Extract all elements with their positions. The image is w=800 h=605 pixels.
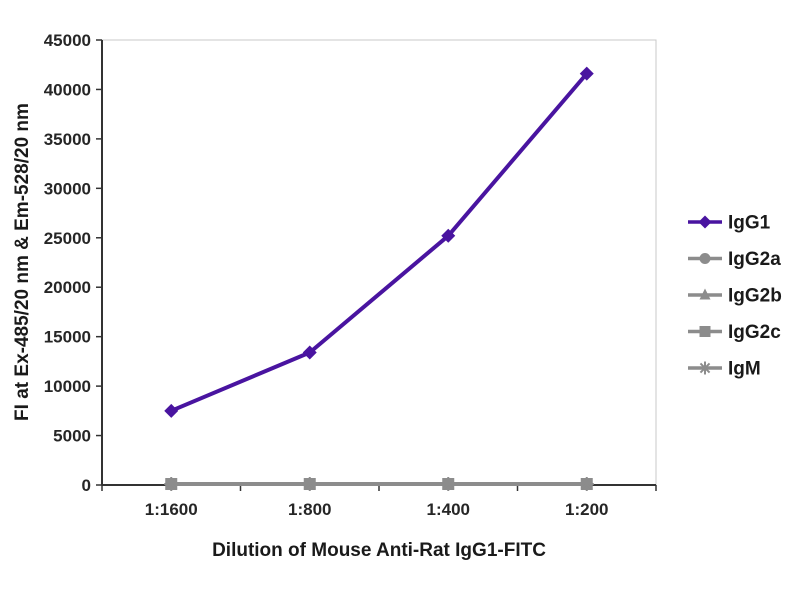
legend-item-IgG2a: IgG2a: [688, 249, 781, 270]
legend: IgG1 IgG2a IgG2b IgG2c IgM: [688, 213, 782, 380]
marker-IgM: [441, 477, 456, 492]
legend-label: IgM: [728, 359, 761, 380]
legend-item-IgG1: IgG1: [688, 213, 771, 234]
legend-marker-triangle: [699, 288, 711, 300]
legend-marker-diamond: [698, 215, 712, 229]
y-tick-label: 5000: [53, 427, 91, 446]
y-tick-label: 30000: [44, 179, 91, 198]
plot-area: 0 5000 10000 15000 20000 25000 30000 35000 40000…: [44, 31, 657, 519]
marker-IgG1: [579, 66, 594, 81]
y-tick-label: 20000: [44, 278, 91, 297]
x-axis-title: Dilution of Mouse Anti-Rat IgG1-FITC: [212, 540, 546, 561]
plot-border: [101, 39, 657, 486]
legend-label: IgG2c: [728, 322, 781, 343]
x-tick-label: 1:400: [427, 500, 470, 519]
marker-IgG1: [441, 228, 456, 243]
legend-marker-star: [698, 361, 712, 375]
y-tick-label: 40000: [44, 80, 91, 99]
marker-IgG1: [164, 403, 179, 418]
marker-IgM: [302, 477, 317, 492]
x-tick-label: 1:200: [565, 500, 608, 519]
legend-label: IgG2a: [728, 249, 781, 270]
legend-marker-square: [699, 326, 711, 337]
y-tick-label: 45000: [44, 31, 91, 50]
series-line-IgG1: [170, 72, 589, 413]
marker-IgG1: [302, 345, 317, 360]
marker-IgM: [164, 477, 179, 492]
legend-item-IgM: IgM: [688, 359, 761, 380]
y-tick-label: 25000: [44, 229, 91, 248]
y-tick-label: 35000: [44, 130, 91, 149]
y-tick-label: 0: [82, 476, 91, 495]
legend-item-IgG2c: IgG2c: [688, 322, 781, 343]
y-tick-label: 10000: [44, 377, 91, 396]
legend-label: IgG2b: [728, 286, 782, 307]
y-tick-label: 15000: [44, 328, 91, 347]
legend-marker-circle: [699, 253, 711, 264]
x-tick-label: 1:800: [288, 500, 331, 519]
x-tick-label: 1:1600: [145, 500, 198, 519]
y-axis-title: FI at Ex-485/20 nm & Em-528/20 nm: [12, 103, 33, 421]
legend-label: IgG1: [728, 213, 771, 234]
legend-item-IgG2b: IgG2b: [688, 286, 782, 307]
marker-IgM: [579, 477, 594, 492]
